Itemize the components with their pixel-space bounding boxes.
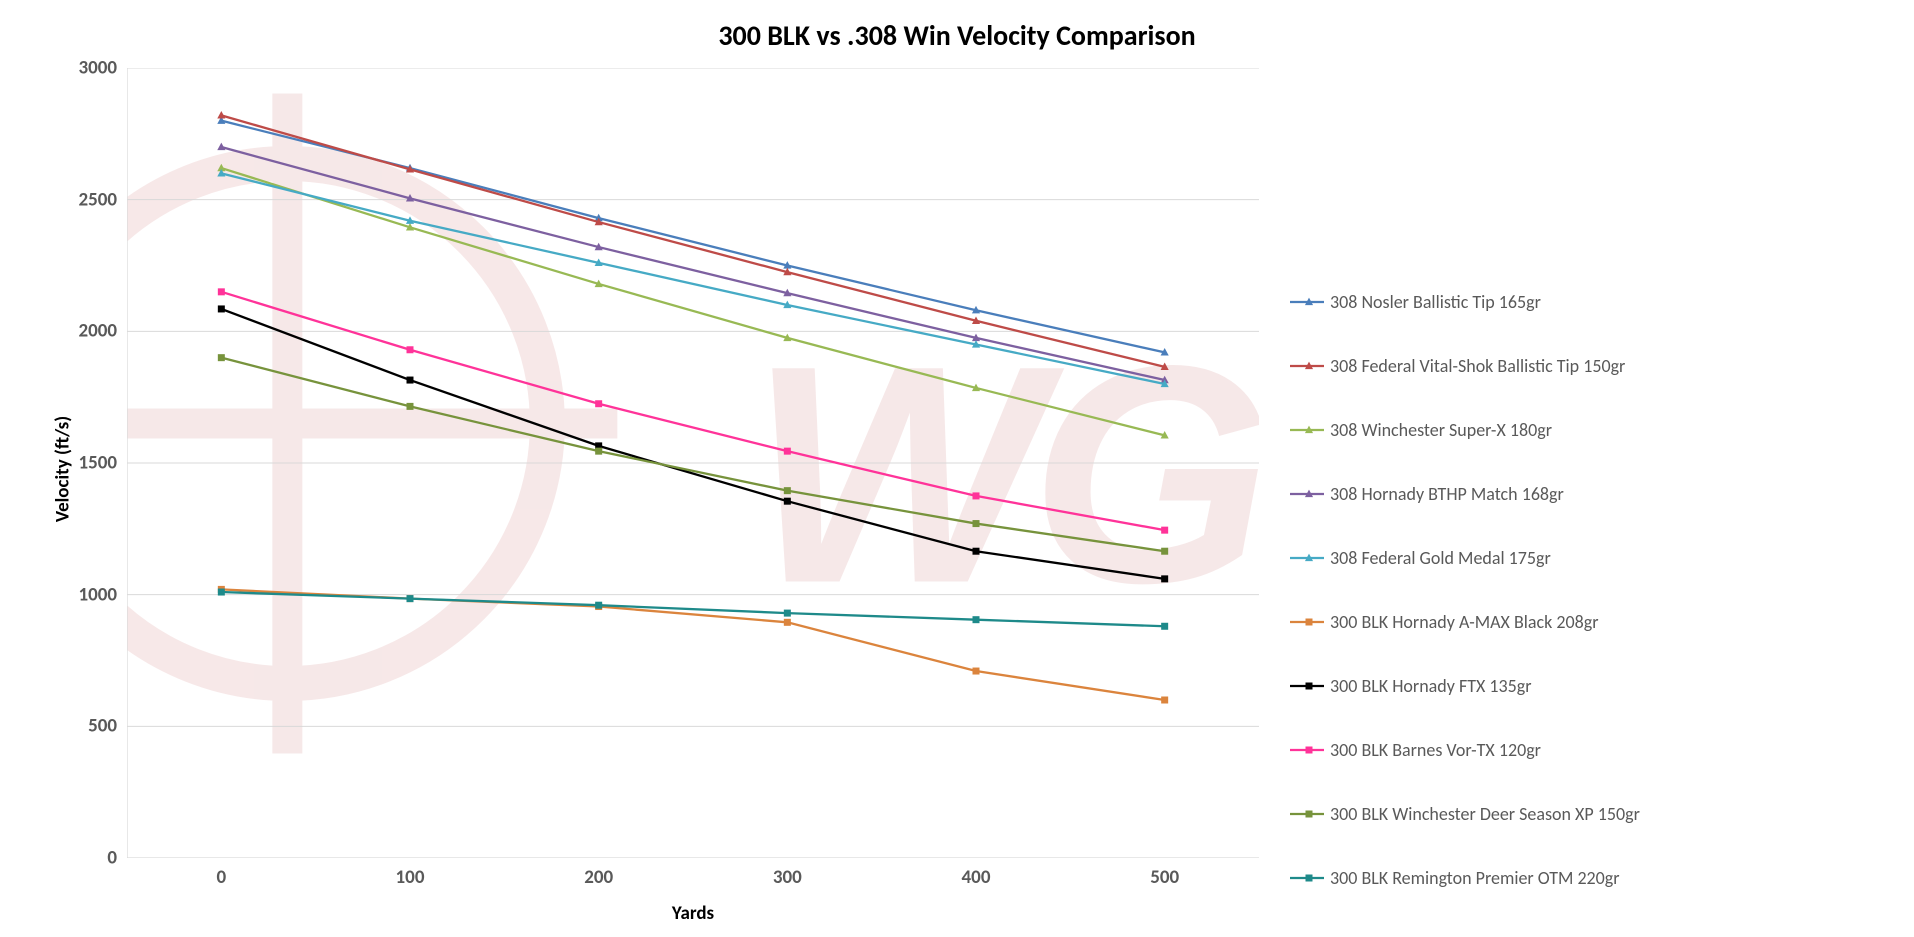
legend-label: 300 BLK Hornady A-MAX Black 208gr [1330,611,1599,633]
legend-swatch [1290,486,1324,502]
legend-label: 300 BLK Barnes Vor-TX 120gr [1330,739,1541,761]
x-tick-label: 100 [396,866,425,889]
legend-item: 300 BLK Winchester Deer Season XP 150gr [1290,792,1640,835]
legend-label: 300 BLK Hornady FTX 135gr [1330,675,1532,697]
svg-text:WGGUN: WGGUN [750,301,1259,648]
x-tick-label: 0 [217,866,227,889]
y-tick-label: 0 [107,847,117,870]
legend-item: 308 Federal Gold Medal 175gr [1290,536,1640,579]
chart-container: 300 BLK vs .308 Win Velocity Comparison … [0,0,1914,937]
legend-label: 308 Winchester Super-X 180gr [1330,419,1552,441]
legend-swatch [1290,550,1324,566]
chart-svg: WGGUN [127,68,1259,858]
legend-label: 300 BLK Winchester Deer Season XP 150gr [1330,803,1640,825]
x-axis-label: Yards [127,902,1259,925]
legend-swatch [1290,358,1324,374]
legend-swatch [1290,294,1324,310]
legend-label: 308 Federal Vital-Shok Ballistic Tip 150… [1330,355,1625,377]
legend-item: 308 Winchester Super-X 180gr [1290,408,1640,451]
legend-label: 308 Federal Gold Medal 175gr [1330,547,1551,569]
legend-swatch [1290,422,1324,438]
legend-item: 300 BLK Hornady A-MAX Black 208gr [1290,600,1640,643]
plot-area: WGGUN 0500100015002000250030000100200300… [127,68,1259,858]
y-axis-label: Velocity (ft/s) [52,415,75,521]
legend-swatch [1290,806,1324,822]
legend-label: 308 Hornady BTHP Match 168gr [1330,483,1564,505]
legend-swatch [1290,870,1324,886]
y-tick-label: 2000 [78,320,117,343]
legend: 308 Nosler Ballistic Tip 165gr 308 Federa… [1290,280,1640,899]
legend-item: 300 BLK Remington Premier OTM 220gr [1290,856,1640,899]
legend-label: 308 Nosler Ballistic Tip 165gr [1330,291,1541,313]
x-tick-label: 300 [773,866,802,889]
legend-swatch [1290,614,1324,630]
y-tick-label: 2500 [78,188,117,211]
y-tick-label: 3000 [78,57,117,80]
legend-item: 300 BLK Barnes Vor-TX 120gr [1290,728,1640,771]
chart-title: 300 BLK vs .308 Win Velocity Comparison [0,18,1914,53]
legend-swatch [1290,742,1324,758]
y-tick-label: 1000 [78,583,117,606]
x-tick-label: 500 [1150,866,1179,889]
x-tick-label: 200 [584,866,613,889]
y-tick-label: 500 [88,715,117,738]
y-tick-label: 1500 [78,452,117,475]
x-tick-label: 400 [962,866,991,889]
legend-item: 308 Nosler Ballistic Tip 165gr [1290,280,1640,323]
legend-item: 308 Federal Vital-Shok Ballistic Tip 150… [1290,344,1640,387]
legend-item: 300 BLK Hornady FTX 135gr [1290,664,1640,707]
legend-label: 300 BLK Remington Premier OTM 220gr [1330,867,1620,889]
legend-swatch [1290,678,1324,694]
legend-item: 308 Hornady BTHP Match 168gr [1290,472,1640,515]
